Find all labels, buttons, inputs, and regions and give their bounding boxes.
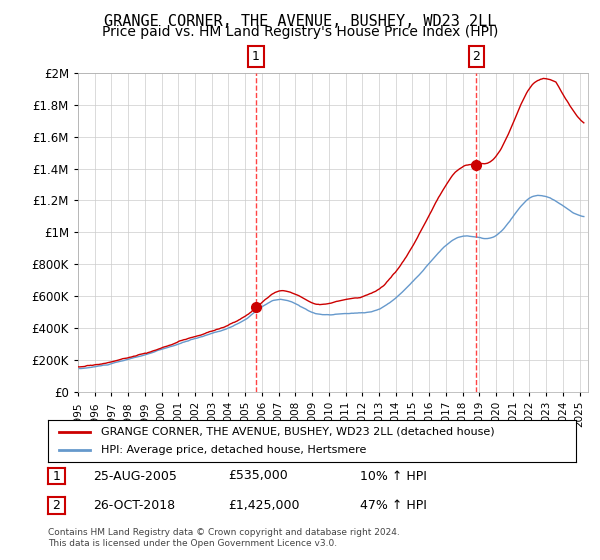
Text: £1,425,000: £1,425,000 bbox=[228, 499, 299, 512]
Text: 26-OCT-2018: 26-OCT-2018 bbox=[93, 499, 175, 512]
Text: Price paid vs. HM Land Registry's House Price Index (HPI): Price paid vs. HM Land Registry's House … bbox=[102, 25, 498, 39]
Text: HPI: Average price, detached house, Hertsmere: HPI: Average price, detached house, Hert… bbox=[101, 445, 366, 455]
Text: £535,000: £535,000 bbox=[228, 469, 288, 483]
Text: 1: 1 bbox=[52, 469, 61, 483]
Text: GRANGE CORNER, THE AVENUE, BUSHEY, WD23 2LL: GRANGE CORNER, THE AVENUE, BUSHEY, WD23 … bbox=[104, 14, 496, 29]
Text: 1: 1 bbox=[252, 50, 260, 63]
Text: 2: 2 bbox=[52, 499, 61, 512]
Text: 47% ↑ HPI: 47% ↑ HPI bbox=[360, 499, 427, 512]
Text: GRANGE CORNER, THE AVENUE, BUSHEY, WD23 2LL (detached house): GRANGE CORNER, THE AVENUE, BUSHEY, WD23 … bbox=[101, 427, 494, 437]
Text: 10% ↑ HPI: 10% ↑ HPI bbox=[360, 469, 427, 483]
Text: 2: 2 bbox=[472, 50, 480, 63]
Text: Contains HM Land Registry data © Crown copyright and database right 2024.
This d: Contains HM Land Registry data © Crown c… bbox=[48, 528, 400, 548]
Text: 25-AUG-2005: 25-AUG-2005 bbox=[93, 469, 177, 483]
